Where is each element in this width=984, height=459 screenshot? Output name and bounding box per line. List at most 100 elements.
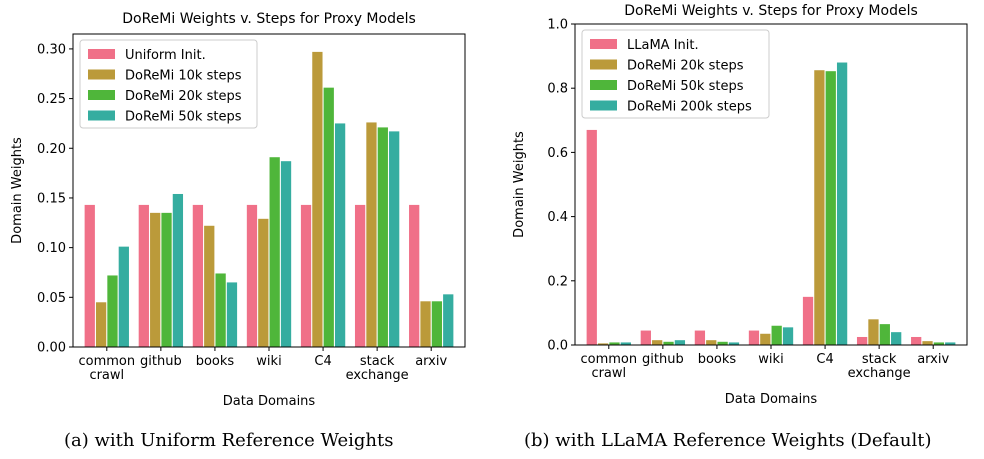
bar <box>911 336 922 345</box>
legend-label: DoReMi 20k steps <box>627 59 744 74</box>
legend: Uniform Init. DoReMi 10k steps DoReMi 20k … <box>79 39 258 129</box>
bar <box>706 340 717 345</box>
x-tick-label: arxiv <box>917 352 949 367</box>
bar <box>782 327 794 345</box>
caption-a: (a) with Uniform Reference Weights <box>64 430 394 451</box>
bar <box>246 204 258 347</box>
bar <box>226 282 238 347</box>
y-axis-label: Domain Weights <box>10 137 25 244</box>
x-tick-label: wiki <box>256 354 281 369</box>
bar <box>586 129 597 345</box>
y-tick-label: 0.6 <box>547 146 568 161</box>
bar <box>694 330 706 345</box>
y-tick-label: 0.05 <box>37 291 66 306</box>
bar <box>323 87 334 348</box>
bar <box>945 342 956 345</box>
x-tick-label: crawl <box>591 366 626 381</box>
legend-box <box>581 29 770 119</box>
legend-swatch <box>590 39 617 49</box>
bar <box>760 333 771 345</box>
x-tick-label: github <box>642 352 684 367</box>
bar <box>620 342 631 345</box>
x-tick-label: C4 <box>314 354 331 369</box>
bar <box>748 330 760 345</box>
bar <box>118 246 129 347</box>
legend-swatch <box>590 100 617 111</box>
bar <box>609 342 620 345</box>
bar <box>420 301 431 347</box>
bar <box>814 70 825 345</box>
bar <box>204 225 215 347</box>
bar <box>868 319 879 345</box>
legend-label: Uniform Init. <box>125 48 206 63</box>
y-axis-label: Domain Weights <box>512 131 527 238</box>
bar <box>933 342 945 345</box>
bar <box>192 204 204 347</box>
bar <box>389 131 400 347</box>
bar <box>161 212 172 347</box>
bar <box>334 123 346 347</box>
bar <box>409 204 420 347</box>
y-tick-label: 1.0 <box>547 18 568 33</box>
bar <box>431 301 443 347</box>
x-tick-label: common <box>580 352 637 367</box>
x-tick-label: C4 <box>816 352 833 367</box>
legend-label: DoReMi 50k steps <box>627 79 744 94</box>
legend-label: DoReMi 10k steps <box>125 69 242 84</box>
bar <box>280 161 292 347</box>
bar <box>663 341 674 345</box>
bar <box>891 332 902 345</box>
y-tick-label: 0.10 <box>37 241 66 256</box>
bar <box>652 340 663 345</box>
y-tick-label: 0.2 <box>547 274 568 289</box>
chart-a: DoReMi Weights v. Steps for Proxy Models… <box>10 11 466 409</box>
legend-box <box>79 39 258 129</box>
legend-label: DoReMi 20k steps <box>125 89 242 104</box>
bar <box>597 343 609 345</box>
bar <box>215 273 226 347</box>
x-axis-label: Data Domains <box>223 394 316 409</box>
bar <box>717 341 728 345</box>
bar <box>95 302 107 347</box>
y-tick-label: 0.30 <box>37 42 66 57</box>
caption-b: (b) with LLaMA Reference Weights (Defaul… <box>524 430 932 451</box>
x-tick-label: stack <box>862 352 897 367</box>
legend-swatch <box>88 90 115 100</box>
bar <box>300 204 312 347</box>
legend: LLaMA Init. DoReMi 20k steps DoReMi 50k st… <box>581 29 770 119</box>
bar <box>825 71 836 345</box>
legend-swatch <box>590 59 617 70</box>
y-tick-label: 0.00 <box>37 341 66 356</box>
bar <box>674 340 686 345</box>
legend-swatch <box>88 49 115 59</box>
x-tick-label: books <box>698 352 737 367</box>
chart-title: DoReMi Weights v. Steps for Proxy Models <box>122 11 416 27</box>
bar <box>728 342 740 345</box>
x-tick-label: common <box>78 354 135 369</box>
bar <box>879 324 890 345</box>
chart-b: DoReMi Weights v. Steps for Proxy Models… <box>512 3 968 407</box>
x-tick-label: stack <box>360 354 395 369</box>
bar <box>84 204 95 347</box>
bar <box>366 122 377 347</box>
bar <box>377 127 388 348</box>
chart-title: DoReMi Weights v. Steps for Proxy Models <box>624 3 918 19</box>
bar <box>172 193 184 347</box>
bar <box>802 296 814 345</box>
bar <box>354 204 366 347</box>
x-tick-label: exchange <box>848 366 911 381</box>
bar <box>150 212 161 347</box>
bar <box>836 62 848 346</box>
y-tick-label: 0.4 <box>547 210 568 225</box>
y-tick-label: 0.20 <box>37 142 66 157</box>
bar <box>856 336 868 345</box>
bar <box>312 51 323 348</box>
legend-swatch <box>88 110 115 121</box>
legend-swatch <box>88 69 115 80</box>
bar <box>771 325 782 345</box>
legend-label: DoReMi 200k steps <box>627 100 752 115</box>
y-tick-label: 0.25 <box>37 92 66 107</box>
y-tick-label: 0.0 <box>547 339 568 354</box>
bar <box>443 294 454 347</box>
